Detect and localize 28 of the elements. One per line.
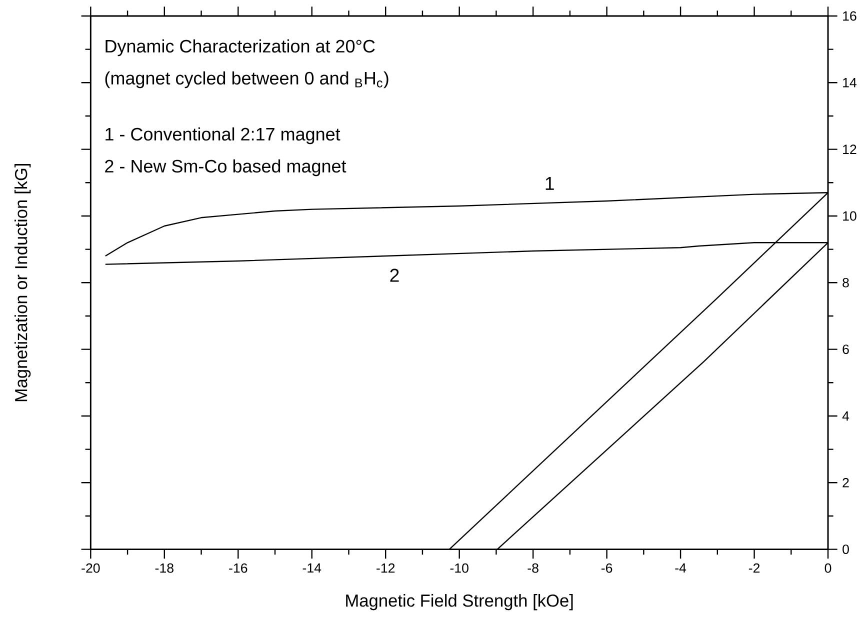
annotation: 1 — [546, 177, 554, 190]
y-tick-label: 2 — [842, 478, 849, 488]
y-tick-label: 8 — [842, 278, 849, 288]
annotation: 1 - Conventional 2:17 magnet — [106, 128, 340, 144]
annotation: 2 - New Sm-Co based magnet — [105, 160, 346, 176]
y-tick-label: 6 — [842, 344, 849, 354]
y-tick-label: 12 — [843, 144, 856, 154]
x-tick-label: -6 — [601, 564, 612, 573]
annotation: 2 — [390, 268, 399, 282]
y-tick-label: 10 — [843, 211, 856, 221]
x-tick-label: -8 — [528, 564, 538, 573]
annotation: Dynamic Characterization at 20°C — [106, 40, 375, 56]
x-tick-label: 0 — [824, 564, 832, 573]
x-tick-label: -10 — [450, 564, 468, 573]
x-tick-label: -14 — [302, 564, 322, 573]
x-axis-title: Magnetic Field Strength [kOe] — [346, 594, 573, 610]
x-tick-label: -4 — [675, 564, 686, 573]
y-tick-label: 16 — [843, 11, 856, 21]
y-tick-label: 4 — [842, 412, 850, 421]
x-tick-label: -20 — [82, 564, 100, 573]
y-tick-label: 0 — [842, 544, 849, 554]
x-tick-label: -2 — [748, 564, 760, 573]
x-tick-label: -12 — [376, 564, 395, 573]
annotation: (magnet cycled between 0 and $_{B}$H$_{c}$) — [105, 72, 388, 88]
x-tick-label: -16 — [229, 564, 248, 573]
x-tick-label: -18 — [155, 564, 174, 573]
y-axis-title: Magnetization or Induction [kG] — [14, 164, 31, 402]
y-tick-label: 14 — [843, 78, 856, 88]
